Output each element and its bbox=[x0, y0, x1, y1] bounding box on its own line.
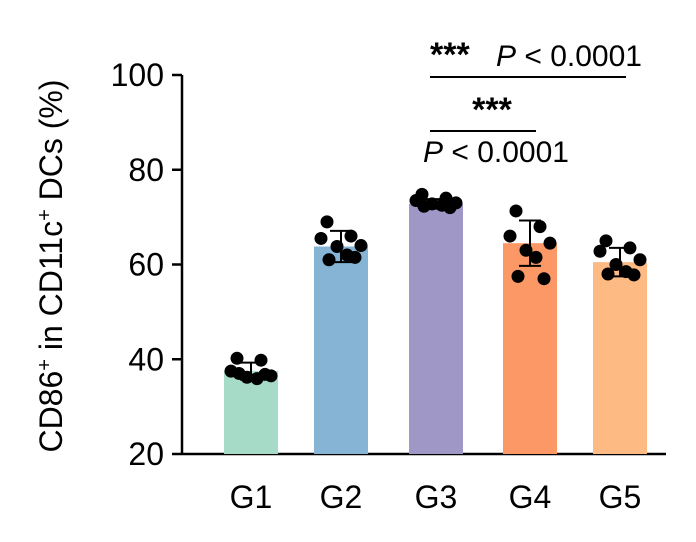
y-axis-label-text: CD86+ in CD11c+ DCs (%) bbox=[33, 79, 69, 452]
y-axis-label: CD86+ in CD11c+ DCs (%) bbox=[33, 79, 69, 452]
data-point-G1-1 bbox=[230, 351, 244, 365]
data-point-G5-2 bbox=[623, 241, 637, 255]
data-point-G2-7 bbox=[322, 253, 336, 267]
data-point-G1-7 bbox=[232, 366, 246, 380]
y-axis-label-part: in CD11c bbox=[33, 221, 69, 359]
x-tick-label-G3: G3 bbox=[415, 479, 458, 515]
data-point-G4-4 bbox=[543, 236, 557, 250]
y-tick-label-60: 60 bbox=[128, 247, 164, 283]
data-point-G4-5 bbox=[519, 243, 533, 257]
significance-p-value-1: P < 0.0001 bbox=[496, 40, 642, 73]
data-point-G2-1 bbox=[320, 215, 334, 229]
bar-G5 bbox=[593, 262, 647, 454]
data-point-G3-8 bbox=[443, 201, 457, 215]
bars bbox=[224, 203, 647, 454]
p-value-text: < 0.0001 bbox=[443, 136, 569, 169]
y-tick-labels: 20 40 60 80 100 bbox=[111, 57, 164, 472]
bar-G2 bbox=[314, 246, 368, 454]
x-tick-label-G1: G1 bbox=[230, 479, 273, 515]
significance-stars-2: *** bbox=[472, 91, 512, 129]
data-point-G4-1 bbox=[509, 204, 523, 218]
x-tick-labels: G1 G2 G3 G4 G5 bbox=[230, 479, 642, 515]
y-tick-label-80: 80 bbox=[128, 152, 164, 188]
data-point-G4-6 bbox=[529, 250, 543, 264]
significance-annotations: *** P < 0.0001***P < 0.0001 bbox=[423, 36, 642, 169]
data-point-G2-4 bbox=[354, 239, 368, 253]
data-point-G5-4 bbox=[633, 253, 647, 267]
data-point-G4-2 bbox=[533, 220, 547, 234]
data-point-G5-5 bbox=[609, 258, 623, 271]
y-axis-label-superscript: + bbox=[34, 209, 56, 221]
bar-G1 bbox=[224, 371, 278, 454]
data-point-G2-5 bbox=[330, 239, 344, 253]
y-tick-label-20: 20 bbox=[128, 436, 164, 472]
significance-stars-1: *** bbox=[430, 36, 470, 74]
data-point-G5-8 bbox=[627, 268, 641, 282]
significance-p-value-2: P < 0.0001 bbox=[423, 136, 569, 169]
data-point-G2-3 bbox=[314, 231, 328, 245]
data-points bbox=[224, 187, 647, 386]
p-symbol: P bbox=[423, 136, 443, 169]
data-point-G2-8 bbox=[348, 250, 362, 264]
data-point-G1-8 bbox=[258, 367, 272, 381]
data-point-G3-7 bbox=[417, 199, 431, 213]
y-axis-label-part: CD86 bbox=[33, 371, 69, 453]
x-tick-label-G5: G5 bbox=[599, 479, 642, 515]
data-point-G4-3 bbox=[503, 229, 517, 243]
y-tick-label-40: 40 bbox=[128, 341, 164, 377]
data-point-G1-2 bbox=[254, 353, 268, 367]
bar-G3 bbox=[409, 203, 463, 454]
data-point-G5-1 bbox=[599, 234, 613, 248]
data-point-G5-7 bbox=[601, 267, 615, 281]
data-point-G4-7 bbox=[511, 269, 525, 283]
p-symbol: P bbox=[496, 40, 516, 73]
x-tick-label-G4: G4 bbox=[509, 479, 552, 515]
data-point-G2-2 bbox=[344, 229, 358, 243]
data-point-G4-8 bbox=[537, 272, 551, 286]
y-axis-label-superscript: + bbox=[34, 359, 56, 371]
y-axis-label-part: DCs (%) bbox=[33, 79, 69, 209]
y-tick-label-100: 100 bbox=[111, 57, 164, 93]
data-point-G5-3 bbox=[593, 244, 607, 258]
x-tick-label-G2: G2 bbox=[320, 479, 363, 515]
p-value-text: < 0.0001 bbox=[516, 40, 642, 73]
